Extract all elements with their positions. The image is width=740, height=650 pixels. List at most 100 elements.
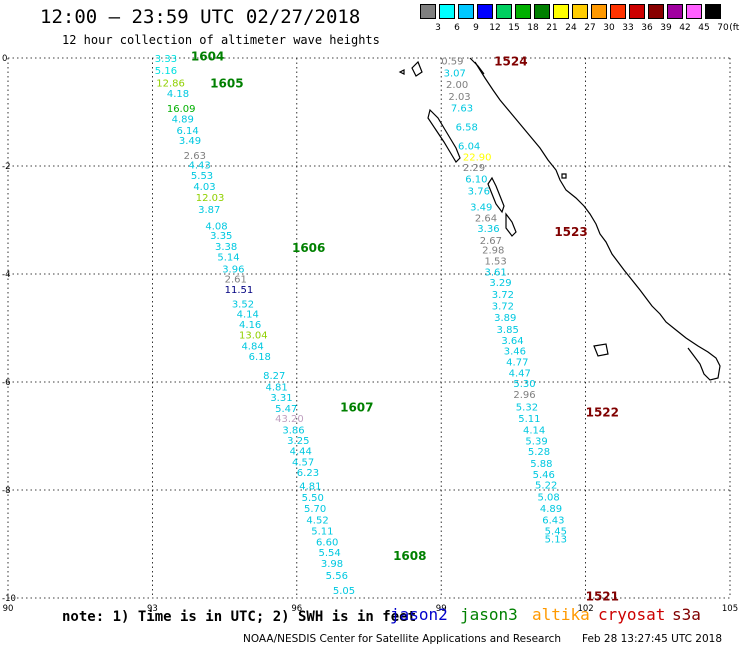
timestamp-text: Feb 28 13:27:45 UTC 2018 <box>582 633 722 645</box>
wave-height-value: 5.50 <box>302 493 324 504</box>
wave-height-value: 5.11 <box>311 527 333 538</box>
legend-swatch <box>553 4 569 19</box>
wave-height-value: 3.64 <box>501 336 523 347</box>
wave-height-value: 4.18 <box>167 89 189 100</box>
wave-height-value: 5.46 <box>533 470 555 481</box>
legend-label: 27 <box>584 23 596 33</box>
legend-label: 24 <box>565 23 577 33</box>
wave-height-value: 3.25 <box>287 436 309 447</box>
wave-height-value: 3.33 <box>155 54 177 65</box>
wave-height-value: 4.52 <box>306 516 328 527</box>
wave-height-value: 3.38 <box>215 242 237 253</box>
wave-height-value: 3.89 <box>494 313 516 324</box>
lat-tick-label: -2 <box>2 162 10 172</box>
lon-tick-label: 90 <box>3 604 14 614</box>
wave-height-value: 3.87 <box>198 205 220 216</box>
wave-height-value: 3.72 <box>492 301 514 312</box>
wave-height-value: 5.13 <box>545 535 567 546</box>
wave-height-value: 4.89 <box>540 504 562 515</box>
wave-height-value: 2.61 <box>225 274 247 285</box>
wave-height-value: 4.08 <box>205 221 227 232</box>
wave-height-value: 3.72 <box>492 290 514 301</box>
legend-label: 21 <box>546 23 558 33</box>
legend-label: 39 <box>660 23 672 33</box>
wave-height-value: 3.07 <box>444 69 466 80</box>
wave-height-value: 2.67 <box>480 236 502 247</box>
wave-height-value: 2.03 <box>448 92 470 103</box>
wave-height-value: 1.53 <box>485 257 507 268</box>
legend-swatch <box>439 4 455 19</box>
legend-swatch <box>667 4 683 19</box>
wave-height-value: 12.86 <box>156 78 185 89</box>
wave-height-value: 2.00 <box>446 80 468 91</box>
nias-island <box>487 176 505 214</box>
altimeter-tracks: 3.335.1612.864.1816.094.896.143.492.634.… <box>155 49 619 603</box>
map-grid <box>7 57 731 599</box>
wave-height-value: 5.16 <box>155 66 177 77</box>
lon-tick-label: 99 <box>436 604 447 614</box>
pass-time-label: 1607 <box>340 400 373 414</box>
wave-height-value: 5.56 <box>326 571 348 582</box>
legend-swatch <box>572 4 588 19</box>
lat-tick-label: 0 <box>2 54 7 64</box>
wave-height-value: 3.49 <box>179 136 201 147</box>
wave-height-value: 3.29 <box>489 278 511 289</box>
wave-height-value: 4.57 <box>292 457 314 468</box>
legend-label: 9 <box>473 23 479 33</box>
wave-height-value: 5.32 <box>516 402 538 413</box>
wave-height-value: 22.90 <box>463 152 492 163</box>
legend-swatch <box>591 4 607 19</box>
wave-height-value: 4.03 <box>193 182 215 193</box>
wave-height-value: 4.44 <box>290 447 312 458</box>
north-coastline <box>469 57 485 75</box>
wave-height-value: 11.51 <box>225 285 254 296</box>
wave-height-value: 6.60 <box>316 537 338 548</box>
satellite-label: jason2 <box>390 605 448 624</box>
wave-height-value: 6.14 <box>176 126 198 137</box>
satellite-label: s3a <box>672 605 701 624</box>
wave-height-value: 5.14 <box>217 253 239 264</box>
wave-height-value: 3.52 <box>232 300 254 311</box>
credit-text: NOAA/NESDIS Center for Satellite Applica… <box>243 633 561 645</box>
wave-height-value: 3.85 <box>497 325 519 336</box>
wave-height-value: 5.28 <box>528 447 550 458</box>
pass-time-label: 1605 <box>210 76 243 90</box>
mentawai-island <box>505 212 517 237</box>
wave-height-value: 3.35 <box>210 231 232 242</box>
wave-height-value: 6.23 <box>297 468 319 479</box>
wave-height-value: 4.16 <box>239 320 261 331</box>
wave-height-value: 5.53 <box>191 171 213 182</box>
satellite-label: jason3 <box>460 605 518 624</box>
wave-height-value: 4.81 <box>266 382 288 393</box>
legend-label: 36 <box>641 23 653 33</box>
wave-height-value: 3.76 <box>468 186 490 197</box>
lon-tick-label: 105 <box>722 604 738 614</box>
legend-label: 6 <box>454 23 460 33</box>
wave-height-value: 5.39 <box>525 436 547 447</box>
wave-height-value: 4.47 <box>509 368 531 379</box>
wave-height-value: 6.10 <box>465 174 487 185</box>
wave-height-value: 5.54 <box>318 548 340 559</box>
lat-tick-label: -10 <box>2 594 16 604</box>
simeulue-island <box>427 108 461 163</box>
wave-height-value: 8.27 <box>263 371 285 382</box>
footer-note: note: 1) Time is in UTC; 2) SWH is in fe… <box>62 609 417 625</box>
wave-height-value: 3.96 <box>222 265 244 276</box>
page-subtitle: 12 hour collection of altimeter wave hei… <box>62 33 380 47</box>
wave-height-value: 3.36 <box>477 224 499 235</box>
wave-height-value: 6.43 <box>542 516 564 527</box>
wave-height-value: 6.58 <box>456 123 478 134</box>
lon-tick-label: 96 <box>291 604 302 614</box>
legend-swatch <box>629 4 645 19</box>
legend-swatch <box>496 4 512 19</box>
pass-time-label: 1521 <box>586 589 619 603</box>
wave-height-value: 2.63 <box>184 151 206 162</box>
wave-height-value: 5.45 <box>545 527 567 538</box>
pass-time-label: 1604 <box>191 49 224 63</box>
wave-height-value: 4.43 <box>189 160 211 171</box>
lon-tick-label: 93 <box>147 604 158 614</box>
page-title: 12:00 – 23:59 UTC 02/27/2018 <box>40 6 361 28</box>
wave-height-value: 2.96 <box>513 390 535 401</box>
wave-height-value: 2.29 <box>463 163 485 174</box>
